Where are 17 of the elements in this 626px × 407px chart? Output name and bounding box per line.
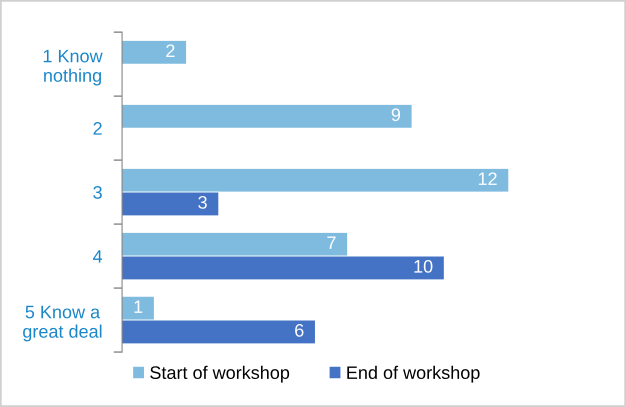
y-tick-label: 1 Know nothing xyxy=(44,50,103,86)
bar xyxy=(122,104,412,129)
data-label: 9 xyxy=(392,108,400,122)
data-label: 7 xyxy=(327,236,336,249)
y-tick-label: 3 xyxy=(93,186,102,199)
y-tick-label: 2 xyxy=(93,122,102,135)
y-tick-label: 5 Know a great deal xyxy=(23,306,102,342)
data-label: 1 xyxy=(134,300,142,313)
legend-label: End of workshop xyxy=(347,366,480,383)
data-label: 10 xyxy=(414,260,432,273)
data-label: 6 xyxy=(295,324,304,337)
y-tick-label: 4 xyxy=(93,250,102,263)
data-label: 2 xyxy=(166,44,174,57)
data-label: 3 xyxy=(198,196,207,209)
data-label: 12 xyxy=(478,172,497,185)
legend-label: Start of workshop xyxy=(150,366,290,383)
bar xyxy=(122,40,187,65)
